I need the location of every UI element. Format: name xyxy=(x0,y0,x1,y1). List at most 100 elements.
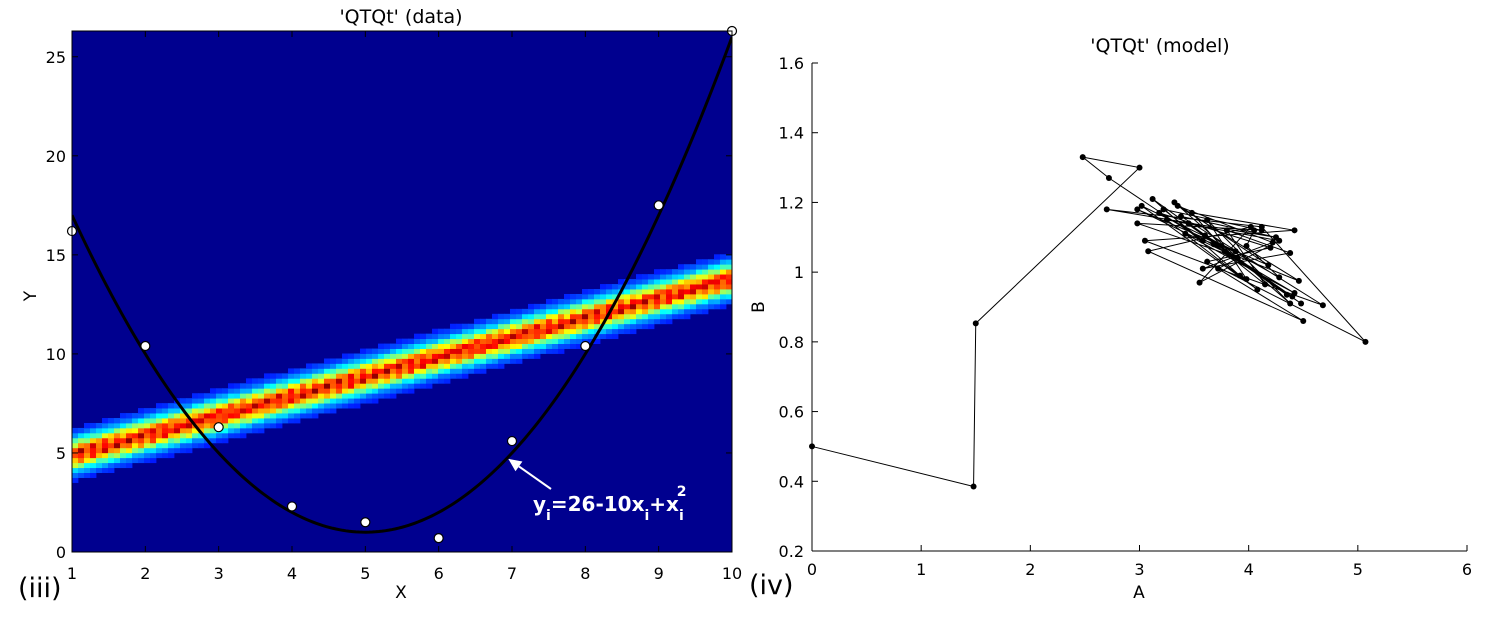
heatmap-cell xyxy=(600,293,607,300)
heatmap-cell xyxy=(450,368,457,374)
heatmap-cell xyxy=(312,378,319,384)
heatmap-cell xyxy=(480,328,487,335)
heatmap-cell xyxy=(240,413,247,419)
heatmap-cell xyxy=(294,373,301,379)
heatmap-cell xyxy=(498,358,505,364)
heatmap-cell xyxy=(594,298,601,305)
y-tick-label: 5 xyxy=(56,444,66,463)
heatmap-cell xyxy=(702,293,709,300)
heatmap-cell xyxy=(180,432,187,439)
series-point xyxy=(1221,248,1228,255)
heatmap-cell xyxy=(396,338,403,344)
heatmap-cell xyxy=(180,437,187,444)
heatmap-cell xyxy=(240,393,247,399)
heatmap-cell xyxy=(552,338,559,344)
heatmap-cell xyxy=(420,353,427,359)
heatmap-cell xyxy=(714,298,721,305)
heatmap-cell xyxy=(228,388,235,394)
heatmap-cell xyxy=(678,308,685,315)
heatmap-cell xyxy=(528,318,535,325)
heatmap-cell xyxy=(72,477,79,483)
series-point xyxy=(1204,216,1211,223)
series-point xyxy=(1226,251,1233,258)
heatmap-cell xyxy=(690,293,697,300)
heatmap-cell xyxy=(276,398,283,404)
y-tick-label: 0.2 xyxy=(779,542,804,561)
heatmap-cell xyxy=(684,284,691,290)
heatmap-cell xyxy=(396,368,403,374)
heatmap-cell xyxy=(426,338,433,344)
heatmap-cell xyxy=(354,378,361,384)
heatmap-cell xyxy=(432,338,439,344)
heatmap-cell xyxy=(276,408,283,414)
heatmap-cell xyxy=(408,378,415,384)
heatmap-cell xyxy=(618,323,625,330)
heatmap-cell xyxy=(258,403,265,409)
heatmap-cell xyxy=(162,422,169,429)
heatmap-cell xyxy=(564,308,571,315)
heatmap-cell xyxy=(138,432,145,439)
heatmap-cell xyxy=(138,452,145,459)
heatmap-cell xyxy=(468,353,475,359)
series-point xyxy=(1319,302,1326,309)
heatmap-cell xyxy=(492,338,499,344)
heatmap-cell xyxy=(516,333,523,340)
series-point xyxy=(1243,243,1250,249)
heatmap-cell xyxy=(726,269,732,275)
heatmap-cell xyxy=(618,284,625,290)
heatmap-cell xyxy=(198,422,205,429)
heatmap-cell xyxy=(78,457,85,464)
heatmap-cell xyxy=(594,338,601,344)
heatmap-cell xyxy=(324,373,331,379)
heatmap-cell xyxy=(240,408,247,414)
heatmap-cell xyxy=(210,398,217,404)
heatmap-cell xyxy=(258,398,265,404)
heatmap-cell xyxy=(492,323,499,330)
heatmap-cell xyxy=(162,442,169,449)
heatmap-cell xyxy=(120,447,127,454)
heatmap-cell xyxy=(510,308,517,315)
heatmap-cell xyxy=(252,418,259,424)
heatmap-cell xyxy=(612,323,619,330)
heatmap-cell xyxy=(726,254,732,260)
heatmap-cell xyxy=(636,279,643,285)
heatmap-cell xyxy=(72,472,79,478)
heatmap-cell xyxy=(90,427,97,434)
heatmap-cell xyxy=(78,462,85,469)
heatmap-cell xyxy=(240,398,247,404)
heatmap-cell xyxy=(186,408,193,414)
heatmap-cell xyxy=(192,427,199,434)
heatmap-cell xyxy=(228,408,235,414)
y-tick-label: 1.4 xyxy=(779,124,804,143)
heatmap-cell xyxy=(588,318,595,325)
series-point xyxy=(1232,248,1239,255)
heatmap-cell xyxy=(426,358,433,364)
heatmap-cell xyxy=(348,398,355,404)
heatmap-cell xyxy=(318,408,325,414)
heatmap-cell xyxy=(588,328,595,335)
heatmap-cell xyxy=(72,462,79,469)
heatmap-cell xyxy=(192,432,199,439)
heatmap-cell xyxy=(702,308,709,315)
heatmap-cell xyxy=(486,353,493,359)
heatmap-cell xyxy=(540,343,547,349)
heatmap-cell xyxy=(372,398,379,404)
heatmap-cell xyxy=(444,373,451,379)
heatmap-cell xyxy=(330,393,337,399)
heatmap-cell xyxy=(642,303,649,310)
heatmap-cell xyxy=(102,427,109,434)
heatmap-cell xyxy=(102,457,109,464)
heatmap-cell xyxy=(684,298,691,305)
heatmap-cell xyxy=(456,323,463,330)
heatmap-cell xyxy=(528,323,535,330)
heatmap-cell xyxy=(294,388,301,394)
heatmap-cell xyxy=(678,289,685,295)
heatmap-cell xyxy=(90,452,97,459)
x-tick-label: 3 xyxy=(214,564,224,583)
heatmap-cell xyxy=(606,313,613,320)
heatmap-cell xyxy=(402,363,409,369)
heatmap-cell xyxy=(300,408,307,414)
heatmap-cell xyxy=(282,403,289,409)
heatmap-cell xyxy=(120,432,127,439)
heatmap-cell xyxy=(654,274,661,280)
